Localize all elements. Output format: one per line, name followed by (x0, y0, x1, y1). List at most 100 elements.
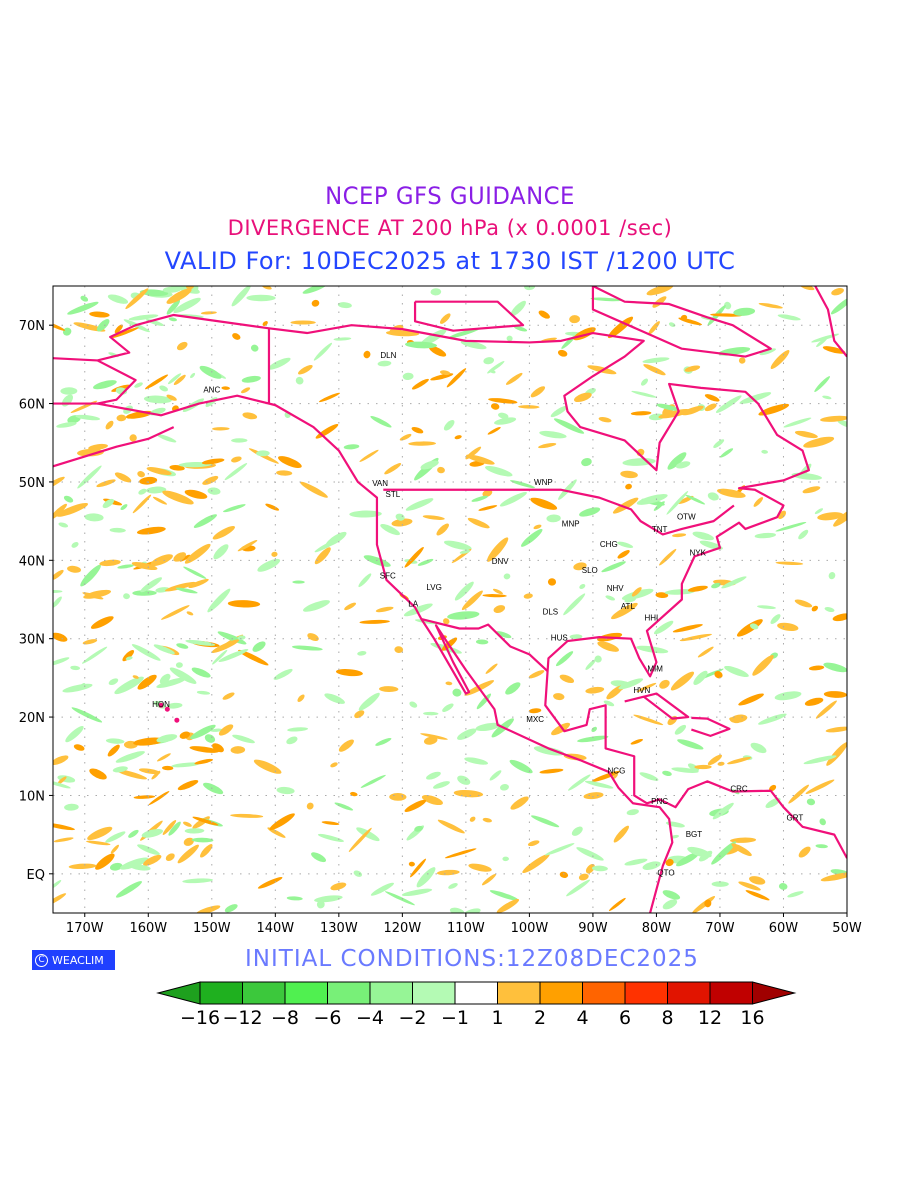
divergence-patch (314, 537, 343, 553)
divergence-patch (87, 826, 113, 841)
divergence-patch (169, 465, 185, 471)
divergence-patch (105, 831, 126, 843)
divergence-patch (488, 398, 518, 404)
divergence-patch (380, 524, 400, 536)
divergence-patch (156, 734, 178, 743)
divergence-patch (459, 549, 471, 554)
divergence-patch (523, 593, 533, 599)
divergence-patch (692, 531, 714, 541)
divergence-patch (377, 360, 392, 367)
divergence-patch (131, 644, 161, 661)
divergence-patch (805, 779, 835, 795)
divergence-patch (585, 659, 596, 670)
divergence-patch (359, 449, 379, 462)
city-label: CHG (600, 540, 618, 549)
divergence-patch (423, 736, 438, 745)
divergence-patch (80, 564, 101, 587)
divergence-patch (370, 415, 392, 428)
city-label: MXC (526, 715, 544, 724)
divergence-patch (231, 456, 242, 463)
divergence-patch (298, 364, 313, 375)
city-label: MIM (647, 665, 663, 674)
divergence-patch (631, 390, 657, 398)
coastline (413, 300, 525, 332)
divergence-patch (831, 288, 844, 296)
divergence-patch (461, 590, 483, 611)
divergence-patch (65, 726, 84, 743)
divergence-patch (496, 899, 520, 913)
divergence-patch (132, 590, 157, 596)
city-label: ANC (203, 386, 220, 395)
divergence-patch (356, 827, 380, 842)
divergence-patch (123, 593, 130, 600)
divergence-patch (302, 286, 328, 294)
divergence-patch (60, 387, 78, 395)
weaclim-logo: C WEACLIM (32, 950, 115, 970)
divergence-patch (84, 513, 104, 522)
divergence-patch (794, 599, 813, 608)
island (164, 706, 170, 712)
divergence-patch (53, 780, 71, 789)
city-label: LVG (426, 583, 441, 592)
divergence-patch (379, 686, 399, 693)
divergence-patch (404, 799, 427, 813)
divergence-patch (53, 322, 65, 331)
divergence-patch (176, 643, 189, 649)
divergence-patch (483, 357, 495, 365)
colorbar-box (624, 981, 668, 1005)
divergence-patch (81, 646, 108, 664)
divergence-patch (148, 791, 170, 806)
colorbar-box (242, 981, 286, 1005)
divergence-patch (343, 444, 360, 450)
map-frame (52, 285, 848, 914)
divergence-patch (212, 526, 236, 540)
divergence-patch (223, 504, 246, 513)
divergence-patch (111, 327, 139, 339)
divergence-patch (544, 843, 575, 856)
divergence-patch (207, 487, 221, 495)
divergence-patch (193, 514, 218, 528)
city-label: DLS (543, 607, 559, 616)
divergence-patch (757, 605, 776, 610)
logo-label: WEACLIM (52, 953, 104, 967)
city-label: SLO (582, 566, 598, 575)
divergence-patch (71, 707, 103, 723)
divergence-patch (166, 288, 192, 304)
divergence-patch (108, 678, 119, 686)
divergence-patch (714, 671, 723, 679)
divergence-patch (833, 507, 847, 527)
colorbar-label: −1 (441, 1007, 469, 1029)
divergence-patch (514, 325, 528, 332)
divergence-patch (232, 734, 255, 744)
lon-label: 140W (256, 921, 294, 936)
divergence-patch (168, 317, 178, 322)
divergence-patch (237, 635, 246, 640)
coastline (624, 692, 690, 720)
divergence-patch (482, 489, 493, 497)
lat-label: 20N (19, 711, 45, 726)
divergence-patch (446, 368, 467, 388)
divergence-patch (109, 527, 126, 533)
divergence-patch (120, 504, 128, 511)
divergence-patch (276, 470, 293, 476)
divergence-patch (53, 755, 69, 765)
divergence-patch (533, 746, 565, 756)
divergence-patch (463, 908, 481, 913)
divergence-patch (162, 490, 194, 505)
divergence-patch (177, 844, 199, 864)
divergence-patch (221, 386, 230, 390)
divergence-patch (567, 774, 591, 791)
divergence-patch (125, 288, 149, 310)
divergence-patch (457, 775, 471, 785)
divergence-patch (774, 691, 802, 701)
divergence-patch (822, 395, 832, 400)
divergence-patch (802, 486, 821, 494)
divergence-patch (114, 472, 132, 483)
city-label: ATL (621, 602, 636, 611)
divergence-patch (539, 768, 564, 774)
coastline (97, 394, 674, 913)
divergence-patch (823, 691, 847, 698)
divergence-patch (662, 890, 681, 900)
divergence-patch (804, 697, 824, 706)
divergence-patch (350, 791, 358, 797)
